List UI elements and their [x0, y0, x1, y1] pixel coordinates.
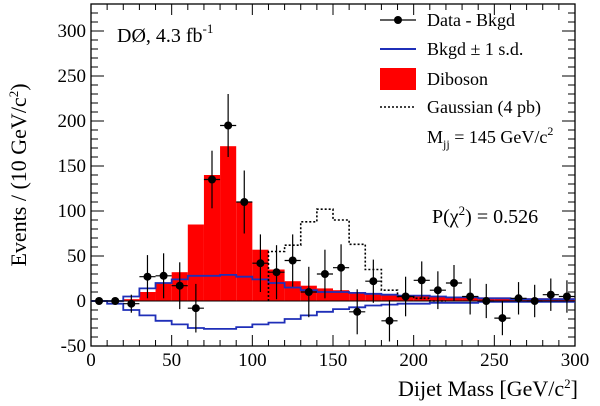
data-point: [288, 256, 297, 265]
data-point: [385, 316, 394, 325]
data-point: [224, 121, 233, 130]
data-point: [514, 294, 523, 303]
x-tick-label: 300: [561, 350, 590, 371]
data-point: [256, 259, 265, 268]
data-point: [369, 277, 378, 286]
data-point: [353, 307, 362, 316]
diboson-bar: [381, 294, 398, 301]
x-tick-label: 150: [319, 350, 348, 371]
mass-label: Mjj = 145 GeV/c2: [427, 124, 553, 151]
x-tick-label: 250: [480, 350, 509, 371]
legend-item-data: Data - Bkgd: [380, 10, 515, 30]
y-tick-label: 100: [58, 201, 87, 222]
x-axis-title: Dijet Mass [GeV/c2]: [398, 376, 578, 401]
legend-item-diboson: Diboson: [380, 68, 488, 90]
data-point: [127, 299, 136, 308]
diboson-bar: [284, 281, 301, 301]
gaussian-signal: [267, 208, 446, 302]
y-tick-label: 150: [58, 156, 87, 177]
legend: Data - Bkgd Bkgd ± 1 s.d. Diboson Gaussi…: [380, 10, 553, 151]
data-point: [143, 272, 152, 281]
data-point: [272, 268, 281, 277]
data-point: [401, 292, 410, 301]
y-tick-label: 300: [58, 21, 87, 42]
legend-item-gaussian: Gaussian (4 pb): [380, 97, 541, 118]
y-tick-label: 0: [77, 291, 87, 312]
legend-diboson-swatch: [380, 68, 416, 90]
x-tick-label: 0: [86, 350, 96, 371]
data-point: [530, 297, 539, 305]
diboson-bar: [494, 297, 511, 301]
experiment-label: DØ, 4.3 fb-1: [117, 21, 213, 47]
x-tick-label: 50: [162, 350, 181, 371]
diboson-bar: [187, 224, 204, 301]
legend-gaussian-label: Gaussian (4 pb): [427, 97, 541, 118]
data-point: [337, 263, 346, 272]
data-point: [417, 276, 426, 285]
data-point: [304, 288, 313, 296]
x-tick-label: 200: [399, 350, 428, 371]
y-tick-label: -50: [61, 336, 86, 357]
x-tick-label: 100: [238, 350, 267, 371]
diboson-bar: [203, 175, 221, 301]
diboson-bar: [333, 290, 350, 301]
data-point: [95, 297, 104, 305]
legend-diboson-label: Diboson: [427, 69, 488, 89]
data-point: [159, 271, 168, 280]
data-point: [240, 198, 249, 206]
legend-bkgd-label: Bkgd ± 1 s.d.: [427, 39, 523, 59]
chi2-annotation: P(χ2) = 0.526: [432, 203, 538, 228]
data-point: [546, 290, 555, 299]
y-tick-label: 50: [67, 246, 86, 267]
data-point: [175, 281, 184, 290]
data-point: [482, 297, 491, 305]
data-point: [562, 292, 571, 301]
legend-item-bkgd: Bkgd ± 1 s.d.: [380, 39, 523, 59]
data-point: [320, 270, 329, 278]
data-point: [111, 297, 120, 305]
bkgd-lower-line: [91, 300, 575, 330]
y-tick-label: 200: [58, 111, 87, 132]
data-point: [450, 279, 458, 287]
legend-data-label: Data - Bkgd: [427, 10, 515, 30]
y-axis-title: Events / (10 GeV/c2): [6, 83, 31, 266]
data-point: [191, 304, 200, 313]
diboson-bar: [220, 146, 237, 301]
gaussian-outline: [267, 208, 446, 302]
y-tick-label: 250: [58, 66, 87, 87]
data-point: [498, 314, 507, 323]
legend-data-marker: [394, 16, 402, 24]
data-point: [208, 175, 216, 184]
data-points: [91, 94, 575, 342]
data-point: [466, 292, 475, 301]
data-point: [433, 286, 442, 295]
